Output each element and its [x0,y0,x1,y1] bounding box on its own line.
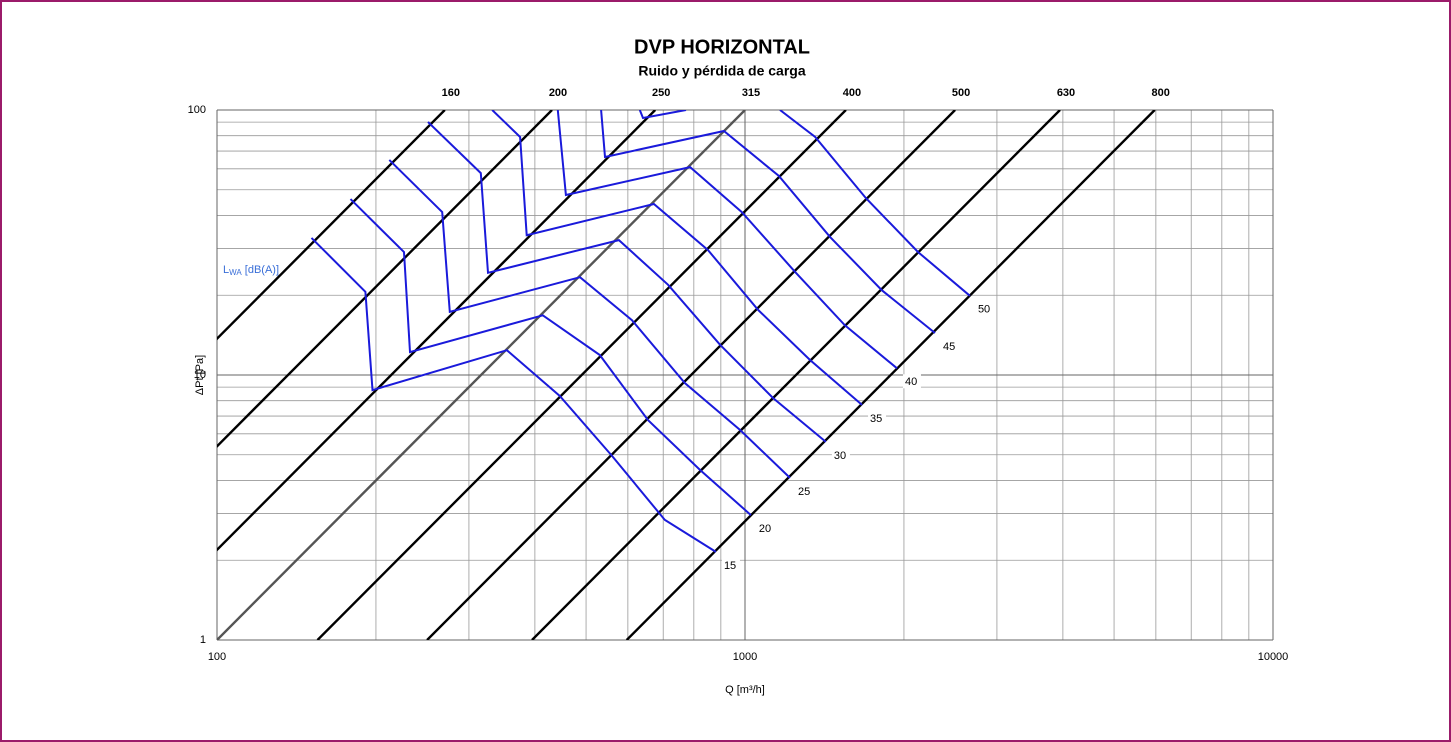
noise-contour [310,237,717,553]
duct-label: 250 [652,87,670,99]
contour-label-bg [975,301,994,316]
duct-line [217,110,446,341]
y-tick-label: 10 [194,369,206,381]
contour-label-bg [831,447,850,462]
chart-subtitle: Ruido y pérdida de carga [638,63,805,79]
noise-contour [491,110,863,406]
noise-contour [638,110,971,297]
contour-label: 25 [798,486,810,498]
contour-label: 50 [978,304,990,316]
contour-label-bg [940,339,959,354]
annotation-main: L [223,264,229,276]
contour-label: 45 [943,341,955,353]
contour-label: 35 [870,413,882,425]
contour-label: 15 [724,560,736,572]
y-axis-label: ΔPt [Pa] [194,355,206,395]
annotation-tail: [dB(A)] [242,264,279,276]
x-tick-label: 10000 [1258,651,1289,663]
duct-label: 160 [442,87,460,99]
contour-label: 40 [905,376,917,388]
noise-contour [388,159,791,479]
duct-label: 400 [843,87,861,99]
annotation-sub: WA [229,268,242,277]
duct-line [217,110,553,448]
contour-label-bg [868,410,887,425]
duct-line [217,110,746,640]
duct-line [531,110,1061,640]
duct-label: 315 [742,87,760,99]
duct-label: 630 [1057,87,1075,99]
contour-label-bg [756,521,775,536]
duct-label: 200 [549,87,567,99]
duct-label: 500 [952,87,970,99]
noise-contour [600,110,936,334]
contour-label: 20 [759,523,771,535]
annotation: LWA [dB(A)] [223,264,279,277]
duct-line [217,110,657,552]
x-tick-label: 100 [208,651,226,663]
y-tick-label: 1 [200,634,206,646]
y-tick-label: 100 [188,104,206,116]
duct-line [316,110,847,640]
x-axis-label: Q [m³/h] [725,684,765,696]
contour-label-bg [721,557,740,572]
plot-area [217,110,1156,640]
x-tick-label: 1000 [733,651,757,663]
contour-label-bg [902,374,921,389]
chart-title: DVP HORIZONTAL [634,36,810,58]
duct-label: 800 [1152,87,1170,99]
noise-contour [349,198,752,516]
contour-label-bg [796,483,815,498]
contour-label: 30 [834,450,846,462]
noise-contour [427,121,827,443]
noise-contour [556,110,898,370]
